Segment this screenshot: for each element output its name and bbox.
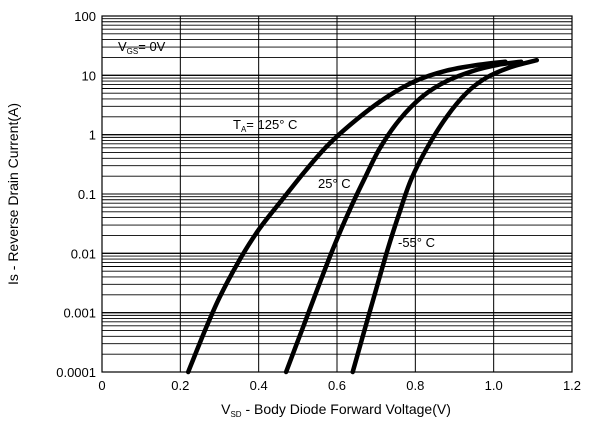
y-tick-label: 10 <box>82 68 96 83</box>
series-label-125c: TA= 125° C <box>233 117 297 134</box>
y-axis-label: Is - Reverse Drain Current(A) <box>5 103 21 285</box>
y-tick-label: 1 <box>89 128 96 143</box>
tick-labels: 0 0.2 0.4 0.6 0.8 1.0 1.2 0.0001 0.001 0.01 0.1 1 10… <box>56 9 581 393</box>
series-label-minus55c: -55° C <box>398 235 435 250</box>
x-tick-label: 0.8 <box>406 378 424 393</box>
x-tick-label: 0.4 <box>250 378 268 393</box>
x-tick-label: 0.2 <box>171 378 189 393</box>
y-tick-label: 0.0001 <box>56 365 96 380</box>
x-tick-label: 1.2 <box>563 378 581 393</box>
x-tick-label: 1.0 <box>485 378 503 393</box>
curves <box>185 57 540 375</box>
y-tick-label: 0.001 <box>63 306 96 321</box>
x-tick-label: 0 <box>98 378 105 393</box>
y-tick-label: 0.1 <box>78 187 96 202</box>
series-label-25c: 25° C <box>318 176 351 191</box>
y-tick-label: 100 <box>74 9 96 24</box>
vgs-condition-label: VGS= 0V <box>118 39 166 56</box>
series-line-2 <box>283 59 524 375</box>
y-tick-label: 0.01 <box>71 246 96 261</box>
x-axis-label: VSD - Body Diode Forward Voltage(V) <box>221 401 451 419</box>
plot-frame <box>101 15 573 373</box>
series-line-3 <box>350 57 540 375</box>
x-tick-label: 0.6 <box>328 378 346 393</box>
series-line-1 <box>185 59 508 375</box>
